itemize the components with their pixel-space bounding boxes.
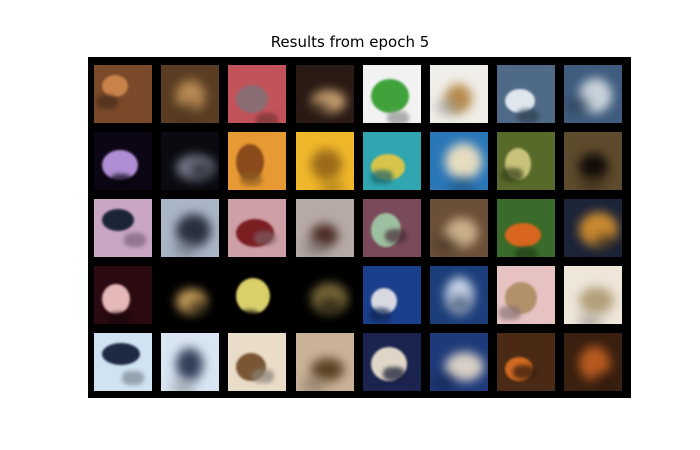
texture-blob bbox=[435, 238, 457, 252]
texture-blob bbox=[96, 95, 118, 109]
texture-blob bbox=[384, 229, 407, 243]
reconstructed-image-tile bbox=[430, 65, 488, 123]
texture-blob bbox=[370, 170, 393, 184]
image-grid bbox=[88, 57, 631, 398]
original-image-tile bbox=[362, 132, 421, 190]
texture-blob bbox=[581, 177, 604, 190]
texture-blob bbox=[252, 369, 275, 383]
texture-blob bbox=[499, 306, 522, 320]
original-image-tile bbox=[94, 333, 152, 391]
texture-blob bbox=[382, 367, 405, 381]
texture-blob bbox=[122, 371, 144, 385]
original-image-tile bbox=[497, 333, 556, 391]
reconstructed-image-tile bbox=[430, 266, 488, 324]
subject-blob bbox=[102, 343, 140, 365]
subject-blob bbox=[310, 358, 344, 381]
original-image-tile bbox=[228, 333, 287, 391]
reconstructed-image-tile bbox=[564, 266, 623, 324]
subject-blob bbox=[310, 149, 342, 180]
subject-blob bbox=[102, 209, 134, 231]
subject-blob bbox=[176, 348, 204, 381]
subject-blob bbox=[176, 214, 212, 247]
subject-blob bbox=[370, 79, 409, 113]
texture-blob bbox=[515, 247, 538, 257]
original-image-tile bbox=[497, 132, 556, 190]
original-image-tile bbox=[362, 199, 421, 257]
texture-blob bbox=[174, 242, 197, 256]
texture-blob bbox=[513, 365, 536, 379]
texture-blob bbox=[517, 109, 540, 123]
reconstructed-image-tile bbox=[295, 132, 354, 190]
subject-blob bbox=[579, 153, 609, 180]
reconstructed-image-tile bbox=[564, 199, 623, 257]
texture-blob bbox=[110, 174, 132, 188]
original-image-tile bbox=[228, 132, 287, 190]
figure-title: Results from epoch 5 bbox=[270, 33, 430, 51]
texture-blob bbox=[579, 315, 602, 324]
texture-blob bbox=[318, 299, 341, 313]
texture-blob bbox=[190, 163, 213, 177]
texture-blob bbox=[567, 98, 590, 112]
original-image-tile bbox=[94, 132, 152, 190]
subject-blob bbox=[505, 223, 542, 247]
subject-blob bbox=[236, 278, 271, 314]
texture-blob bbox=[256, 113, 279, 123]
reconstructed-image-tile bbox=[295, 266, 354, 324]
texture-blob bbox=[433, 376, 455, 390]
reconstructed-image-tile bbox=[295, 333, 354, 391]
texture-blob bbox=[368, 308, 391, 322]
reconstructed-image-tile bbox=[161, 65, 220, 123]
original-image-tile bbox=[228, 199, 287, 257]
texture-blob bbox=[437, 100, 459, 114]
subject-blob bbox=[579, 287, 615, 314]
texture-blob bbox=[172, 380, 195, 391]
reconstructed-image-tile bbox=[161, 199, 220, 257]
texture-blob bbox=[593, 374, 616, 388]
original-image-tile bbox=[94, 199, 152, 257]
texture-blob bbox=[302, 378, 325, 391]
texture-blob bbox=[449, 297, 471, 311]
texture-blob bbox=[254, 231, 277, 245]
texture-blob bbox=[320, 181, 343, 190]
original-image-tile bbox=[228, 266, 287, 324]
texture-blob bbox=[124, 233, 146, 247]
texture-blob bbox=[306, 102, 329, 116]
texture-blob bbox=[188, 301, 211, 315]
subject-blob bbox=[445, 143, 482, 180]
reconstructed-image-tile bbox=[295, 65, 354, 123]
texture-blob bbox=[451, 179, 473, 190]
texture-blob bbox=[176, 104, 199, 118]
texture-blob bbox=[240, 172, 263, 186]
original-image-tile bbox=[94, 266, 152, 324]
reconstructed-image-tile bbox=[430, 199, 488, 257]
texture-blob bbox=[238, 310, 261, 324]
texture-blob bbox=[501, 168, 524, 182]
reconstructed-image-tile bbox=[564, 333, 623, 391]
reconstructed-image-tile bbox=[430, 333, 488, 391]
reconstructed-image-tile bbox=[295, 199, 354, 257]
original-image-tile bbox=[362, 333, 421, 391]
reconstructed-image-tile bbox=[564, 65, 623, 123]
reconstructed-image-tile bbox=[430, 132, 488, 190]
reconstructed-image-tile bbox=[161, 333, 220, 391]
original-image-tile bbox=[94, 65, 152, 123]
texture-blob bbox=[386, 111, 409, 123]
texture-blob bbox=[304, 240, 327, 254]
subject-blob bbox=[102, 75, 128, 97]
original-image-tile bbox=[497, 266, 556, 324]
original-image-tile bbox=[497, 199, 556, 257]
original-image-tile bbox=[497, 65, 556, 123]
texture-blob bbox=[595, 236, 618, 250]
original-image-tile bbox=[362, 65, 421, 123]
original-image-tile bbox=[228, 65, 287, 123]
reconstructed-image-tile bbox=[161, 266, 220, 324]
reconstructed-image-tile bbox=[564, 132, 623, 190]
subject-blob bbox=[102, 284, 130, 314]
subject-blob bbox=[236, 85, 269, 113]
reconstructed-image-tile bbox=[161, 132, 220, 190]
texture-blob bbox=[108, 312, 130, 324]
original-image-tile bbox=[362, 266, 421, 324]
